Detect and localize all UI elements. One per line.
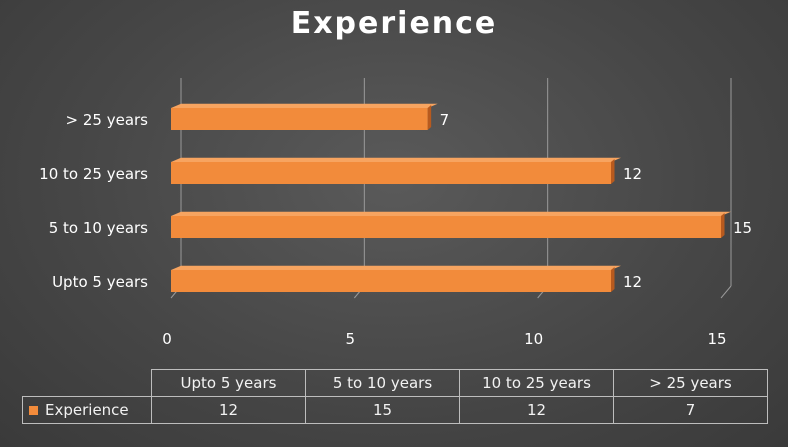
bar	[171, 270, 611, 292]
data-table-value: 12	[151, 396, 306, 424]
data-table-value: 7	[613, 396, 768, 424]
x-tick-label: 10	[524, 330, 543, 348]
x-tick-labels: 0 5 10 15	[162, 330, 726, 348]
chart-title: Experience	[290, 6, 498, 41]
bar-top-face	[171, 265, 621, 270]
x-tick-label: 0	[162, 330, 172, 348]
value-labels: 12 15 12 7	[440, 111, 752, 291]
x-tick-label: 15	[707, 330, 726, 348]
bar-value-label: 7	[440, 111, 450, 129]
gridline	[720, 285, 732, 299]
data-table-corner	[23, 370, 152, 397]
bar-side-face	[611, 267, 615, 292]
bar	[171, 216, 721, 238]
data-table-header: 10 to 25 years	[459, 369, 614, 397]
bar-side-face	[611, 159, 615, 184]
bars	[171, 103, 731, 292]
x-tick-label: 5	[346, 330, 356, 348]
bar-value-label: 12	[623, 165, 642, 183]
data-table-series-key: Experience	[22, 396, 152, 424]
bar-top-face	[171, 103, 438, 108]
category-label: 5 to 10 years	[49, 219, 148, 237]
data-table-header: Upto 5 years	[151, 369, 306, 397]
data-table: Upto 5 years 5 to 10 years 10 to 25 year…	[22, 369, 768, 424]
data-table-header-row: Upto 5 years 5 to 10 years 10 to 25 year…	[23, 369, 768, 397]
data-table-row: Experience 12 15 12 7	[22, 396, 768, 424]
bar-side-face	[427, 105, 432, 130]
bar	[171, 162, 611, 184]
legend-swatch	[29, 406, 38, 415]
bar-top-face	[171, 157, 621, 162]
category-label: > 25 years	[66, 111, 149, 129]
bar-side-face	[721, 213, 725, 238]
category-label: 10 to 25 years	[39, 165, 148, 183]
data-table-series-name: Experience	[45, 401, 129, 419]
bar	[171, 108, 428, 130]
data-table-value: 15	[305, 396, 460, 424]
bar-top-face	[171, 211, 731, 216]
bar-value-label: 12	[623, 273, 642, 291]
data-table-header: > 25 years	[613, 369, 768, 397]
category-label: Upto 5 years	[52, 273, 148, 291]
bar-value-label: 15	[733, 219, 752, 237]
category-labels: Upto 5 years 5 to 10 years 10 to 25 years >…	[39, 111, 148, 291]
data-table-value: 12	[459, 396, 614, 424]
data-table-header: 5 to 10 years	[305, 369, 460, 397]
